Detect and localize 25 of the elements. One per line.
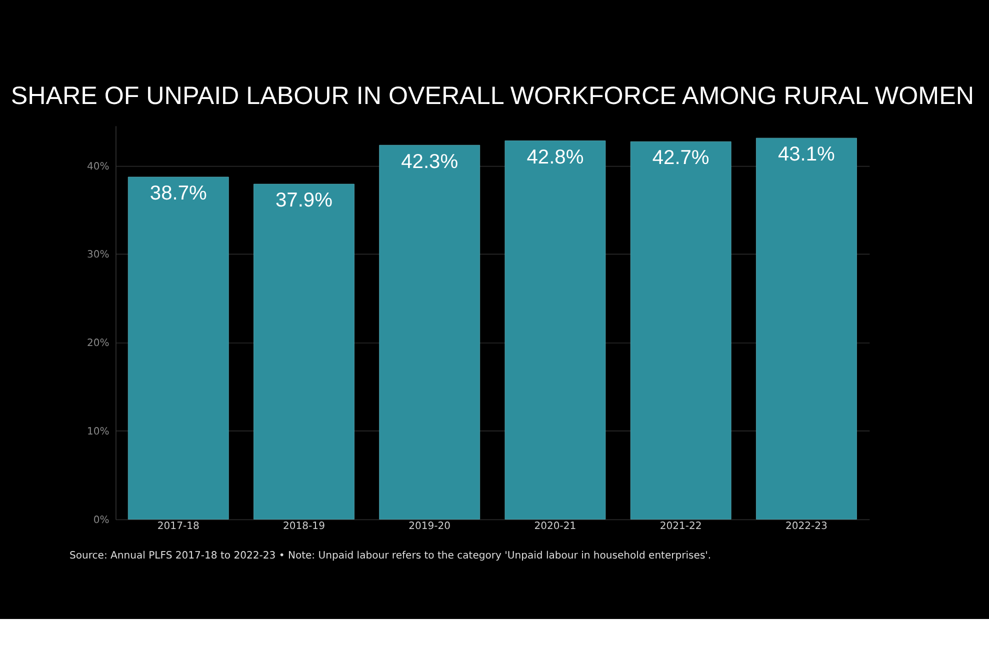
x-tick-label: 2021-22 xyxy=(660,520,702,532)
y-tick-label: 20% xyxy=(86,338,110,350)
bar xyxy=(504,140,606,520)
x-tick-label: 2020-21 xyxy=(534,520,576,532)
data-label: 37.9% xyxy=(276,190,333,212)
y-tick-label: 40% xyxy=(86,161,110,172)
data-label: 42.3% xyxy=(401,150,458,173)
data-label: 43.1% xyxy=(778,144,836,166)
x-tick-label: 2022-23 xyxy=(785,520,828,532)
x-tick-label: 2018-19 xyxy=(283,520,325,532)
data-label: 42.8% xyxy=(526,146,584,168)
data-label: 38.7% xyxy=(150,182,207,205)
chart-title: SHARE OF UNPAID LABOUR IN OVERALL WORKFORCE AMONG RURAL WOMEN xyxy=(10,82,974,110)
source-note: Source: Annual PLFS 2017-18 to 2022-23 • Note: Unpaid labour refers to the category 'Unpaid labour in household enterprises'. xyxy=(70,550,712,562)
data-label: 42.7% xyxy=(652,147,710,170)
bar xyxy=(379,144,480,520)
y-tick-label: 10% xyxy=(86,426,110,438)
bar xyxy=(630,141,732,520)
bar xyxy=(254,184,354,520)
bar xyxy=(128,176,229,520)
y-tick-label: 0% xyxy=(93,515,110,526)
y-tick-label: 30% xyxy=(86,250,110,261)
x-tick-label: 2017-18 xyxy=(157,520,200,532)
x-tick-label: 2019-20 xyxy=(408,520,451,532)
bar xyxy=(756,138,857,520)
